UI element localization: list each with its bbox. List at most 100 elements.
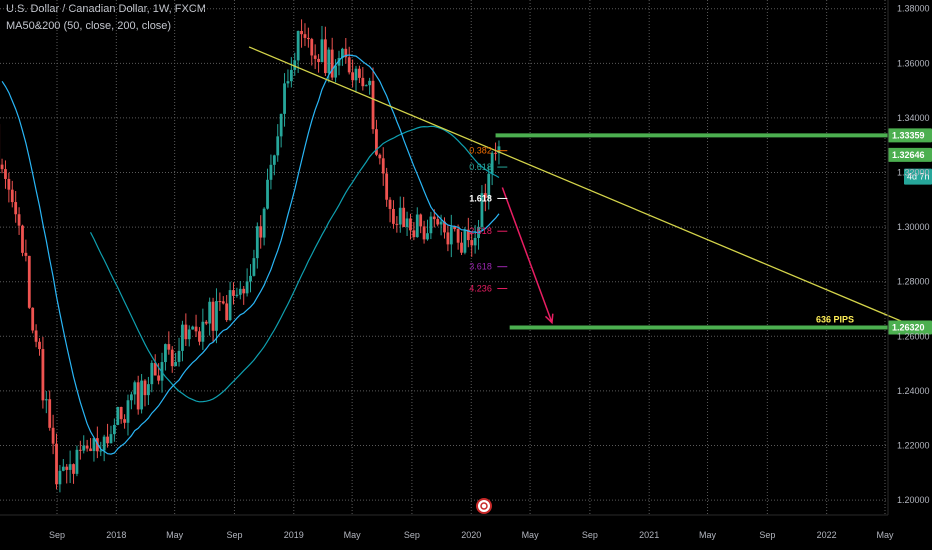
time-tick-label: Sep bbox=[49, 530, 65, 540]
candle-body bbox=[364, 85, 368, 87]
candle-body bbox=[150, 362, 154, 385]
candle-body bbox=[330, 49, 334, 78]
candle-body bbox=[194, 326, 198, 332]
countdown-label: 4d 7h bbox=[907, 172, 930, 182]
candle-body bbox=[21, 225, 24, 253]
candle-body bbox=[334, 65, 337, 78]
candle-body bbox=[487, 173, 491, 198]
level-price-badge bbox=[888, 147, 932, 162]
candle-body bbox=[242, 288, 246, 294]
candle-body bbox=[466, 229, 470, 241]
projection-arrow bbox=[501, 187, 553, 323]
candle-body bbox=[245, 281, 249, 294]
candles bbox=[0, 19, 501, 493]
candle-body bbox=[453, 226, 457, 230]
candle-body bbox=[405, 218, 409, 227]
candle-body bbox=[58, 470, 62, 485]
ma50-line bbox=[89, 125, 500, 403]
candle-body bbox=[211, 301, 215, 331]
candle-body bbox=[184, 324, 188, 340]
candle-body bbox=[310, 39, 314, 56]
candle-body bbox=[473, 237, 477, 246]
countdown-badge bbox=[904, 168, 932, 185]
time-tick-label: Sep bbox=[404, 530, 420, 540]
candle-body bbox=[381, 158, 385, 174]
candle-body bbox=[460, 242, 463, 253]
time-tick-label: May bbox=[522, 530, 540, 540]
candle-body bbox=[456, 229, 460, 243]
candle-body bbox=[296, 30, 300, 61]
price-tick-label: 1.24000 bbox=[897, 386, 930, 396]
time-tick-label: May bbox=[876, 530, 894, 540]
candle-body bbox=[187, 329, 191, 340]
candle-body bbox=[266, 179, 269, 209]
grid-lines bbox=[0, 0, 888, 515]
candle-body bbox=[255, 226, 259, 259]
candle-body bbox=[320, 39, 324, 63]
candle-body bbox=[375, 129, 378, 155]
candle-body bbox=[106, 436, 109, 444]
candle-body bbox=[14, 202, 18, 215]
candle-body bbox=[398, 207, 402, 225]
candle-body bbox=[31, 307, 35, 331]
time-tick-label: 2022 bbox=[817, 530, 837, 540]
candle-body bbox=[235, 294, 239, 296]
candle-body bbox=[126, 400, 130, 423]
candle-body bbox=[279, 113, 283, 137]
fib-labels: 0.382 0.618 1.618 2.618 3.618 4.236 bbox=[469, 146, 508, 294]
candle-body bbox=[181, 324, 184, 351]
candle-body bbox=[201, 321, 205, 342]
price-tick-label: 1.22000 bbox=[897, 440, 930, 450]
level-price-badge bbox=[888, 128, 932, 143]
projection-arrowhead bbox=[544, 313, 554, 325]
candle-body bbox=[228, 290, 232, 321]
drawings: 1.33359 1.32646 1.26320 4d 7h 636 PIPS bbox=[248, 46, 932, 514]
candle-body bbox=[283, 83, 286, 114]
candle-body bbox=[395, 223, 399, 225]
candle-body bbox=[422, 226, 426, 240]
level-price-label: 1.33359 bbox=[892, 130, 925, 140]
candle-body bbox=[89, 448, 92, 452]
candle-body bbox=[75, 449, 79, 474]
fib-level-label: 0.618 bbox=[469, 162, 492, 172]
candle-body bbox=[483, 193, 487, 198]
candle-body bbox=[480, 193, 484, 227]
candle-body bbox=[7, 178, 11, 190]
candle-body bbox=[95, 438, 99, 452]
candle-body bbox=[378, 154, 382, 159]
candle-body bbox=[82, 445, 86, 451]
candle-body bbox=[221, 301, 225, 304]
candle-body bbox=[65, 466, 69, 470]
ma200-line bbox=[1, 54, 500, 455]
candle-body bbox=[119, 406, 123, 420]
candle-body bbox=[446, 232, 450, 245]
candle-body bbox=[17, 214, 21, 226]
candle-body bbox=[317, 58, 320, 63]
candle-body bbox=[327, 49, 331, 74]
candle-body bbox=[249, 275, 252, 282]
candle-body bbox=[368, 80, 372, 86]
price-tick-label: 1.20000 bbox=[897, 495, 930, 505]
time-axis: Sep 2018 May Sep 2019 May Sep 2020 May Sep 2021 May… bbox=[0, 514, 894, 540]
fib-level-label: 4.236 bbox=[469, 284, 492, 294]
candle-body bbox=[116, 406, 120, 425]
target-annotation: 636 PIPS bbox=[816, 315, 854, 325]
time-tick-label: 2020 bbox=[461, 530, 481, 540]
candle-body bbox=[371, 80, 375, 130]
candle-body bbox=[215, 301, 218, 331]
candle-body bbox=[34, 330, 38, 342]
candle-body bbox=[129, 394, 133, 401]
candle-body bbox=[92, 438, 96, 452]
candle-body bbox=[157, 375, 161, 381]
candle-body bbox=[147, 384, 150, 396]
candle-body bbox=[306, 37, 310, 40]
price-tick-label: 1.26000 bbox=[897, 331, 930, 341]
candle-body bbox=[204, 321, 208, 324]
candle-body bbox=[361, 77, 365, 87]
candle-body bbox=[252, 258, 256, 276]
candle-body bbox=[38, 341, 41, 350]
candle-body bbox=[24, 252, 28, 256]
candle-body bbox=[238, 288, 242, 295]
candle-body bbox=[123, 419, 126, 423]
